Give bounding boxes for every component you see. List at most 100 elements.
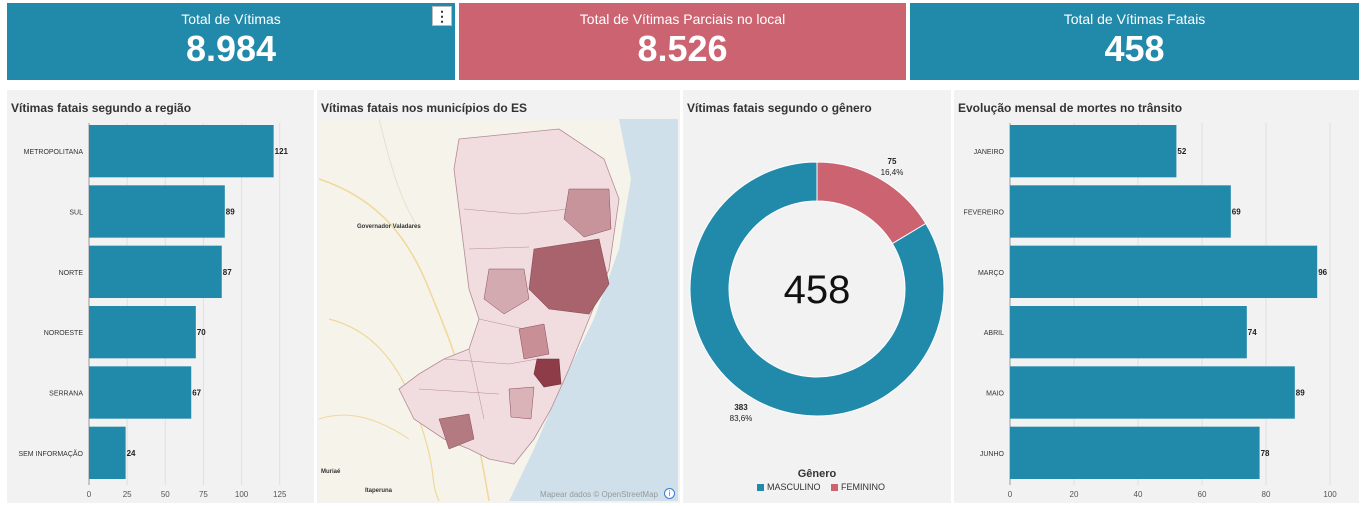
ocean-area bbox=[509, 119, 678, 501]
month-category-label: MARÇO bbox=[978, 270, 1005, 277]
info-icon[interactable]: i bbox=[664, 488, 675, 499]
kpi-fatal-victims-value: 458 bbox=[1104, 28, 1165, 69]
month-tick-label: 60 bbox=[1198, 490, 1207, 499]
legend-swatch-masculino bbox=[756, 484, 764, 492]
donut-percent-label: 16,4% bbox=[881, 168, 904, 177]
month-tick-label: 100 bbox=[1323, 490, 1337, 499]
municipality-boundary bbox=[418, 208, 570, 420]
gender-chart-title: Vítimas fatais segundo o gênero bbox=[687, 101, 872, 115]
region-category-label: NORTE bbox=[59, 270, 84, 277]
region-tick-label: 50 bbox=[161, 490, 170, 499]
kpi-partial-victims-value: 8.526 bbox=[637, 28, 728, 69]
month-tick-label: 40 bbox=[1134, 490, 1143, 499]
region-tick-label: 125 bbox=[273, 490, 287, 499]
municipality-sao-mateus bbox=[563, 188, 612, 238]
region-chart-panel: Vítimas fatais segundo a região 0 25 50 75 1… bbox=[7, 90, 314, 503]
municipality-map[interactable]: Governador Valadares Muriaé Itaperuna Ma… bbox=[319, 119, 678, 501]
month-category-label: FEVEREIRO bbox=[964, 210, 1005, 217]
region-tick-label: 0 bbox=[87, 490, 92, 499]
month-bar bbox=[1010, 245, 1318, 298]
legend-label-feminino[interactable]: FEMININO bbox=[841, 482, 886, 492]
donut-value-label: 75 bbox=[888, 157, 897, 166]
month-category-label: JUNHO bbox=[980, 451, 1005, 458]
month-bar bbox=[1010, 426, 1260, 479]
month-chart-panel: Evolução mensal de mortes no trânsito 0 2… bbox=[954, 90, 1359, 503]
gender-legend-title: Gênero bbox=[797, 468, 837, 480]
kpi-partial-victims: Total de Vítimas Parciais no local 8.526 bbox=[459, 3, 906, 80]
city-label: Governador Valadares bbox=[357, 224, 421, 230]
region-bar bbox=[89, 366, 192, 419]
municipality-guarapari bbox=[508, 386, 535, 420]
region-bar-chart: 0 25 50 75 100 125 METROPOLITANA 121 SUL 89 NORTE 8… bbox=[18, 123, 289, 499]
region-category-label: NOROESTE bbox=[44, 330, 84, 337]
donut-percent-label: 83,6% bbox=[730, 414, 753, 423]
region-category-label: SEM INFORMAÇÃO bbox=[18, 449, 83, 458]
kpi-fatal-victims: Total de Vítimas Fatais 458 bbox=[910, 3, 1359, 80]
region-bar bbox=[89, 245, 222, 298]
municipality-vitoria bbox=[533, 358, 562, 388]
month-category-label: JANEIRO bbox=[974, 149, 1005, 156]
month-category-label: MAIO bbox=[986, 391, 1004, 398]
month-tick-label: 20 bbox=[1070, 490, 1079, 499]
municipality-linhares bbox=[528, 238, 610, 315]
region-value-label: 67 bbox=[192, 389, 201, 398]
map-svg bbox=[319, 119, 678, 501]
gender-chart-panel: Vítimas fatais segundo o gênero 458 75 16,… bbox=[683, 90, 951, 503]
legend-swatch-feminino bbox=[831, 484, 839, 492]
region-value-label: 121 bbox=[275, 147, 289, 156]
kpi-fatal-victims-title: Total de Vítimas Fatais bbox=[1063, 11, 1206, 27]
region-category-label: SUL bbox=[69, 210, 83, 217]
region-value-label: 70 bbox=[197, 328, 206, 337]
municipality-cachoeiro bbox=[438, 413, 475, 450]
month-value-label: 78 bbox=[1261, 449, 1270, 458]
kpi-total-victims-title: Total de Vítimas bbox=[181, 11, 281, 27]
region-value-label: 89 bbox=[226, 208, 235, 217]
region-tick-label: 100 bbox=[235, 490, 249, 499]
more-options-icon[interactable]: ⋮ bbox=[432, 6, 452, 26]
donut-slice-feminino bbox=[816, 161, 927, 245]
month-value-label: 69 bbox=[1232, 208, 1241, 217]
region-bar bbox=[89, 426, 126, 479]
month-value-label: 74 bbox=[1248, 328, 1257, 337]
region-bar bbox=[89, 125, 274, 178]
donut-slice-masculino bbox=[689, 161, 945, 417]
region-tick-label: 75 bbox=[199, 490, 208, 499]
month-category-label: ABRIL bbox=[984, 330, 1004, 337]
month-value-label: 89 bbox=[1296, 389, 1305, 398]
month-bar-chart: 0 20 40 60 80 100 JANEIRO 52 FEVEREIRO 69 MARÇO 96 A… bbox=[964, 123, 1337, 499]
legend-label-masculino[interactable]: MASCULINO bbox=[766, 482, 821, 492]
city-label: Muriaé bbox=[321, 469, 341, 475]
month-bar bbox=[1010, 185, 1231, 238]
map-title: Vítimas fatais nos municípios do ES bbox=[321, 101, 528, 115]
donut-value-label: 383 bbox=[734, 403, 748, 412]
kpi-total-victims-value: 8.984 bbox=[185, 28, 277, 69]
region-bar bbox=[89, 185, 225, 238]
map-attribution: Mapear dados © OpenStreetMap bbox=[540, 490, 658, 499]
month-bar bbox=[1010, 306, 1247, 359]
municipality-serra bbox=[518, 323, 550, 360]
kpi-total-victims: Total de Vítimas 8.984 ⋮ bbox=[7, 3, 455, 80]
kpi-partial-victims-title: Total de Vítimas Parciais no local bbox=[579, 11, 786, 27]
region-category-label: METROPOLITANA bbox=[24, 149, 84, 156]
city-label: Itaperuna bbox=[365, 488, 393, 494]
region-value-label: 87 bbox=[223, 268, 232, 277]
month-value-label: 96 bbox=[1318, 268, 1327, 277]
region-value-label: 24 bbox=[127, 449, 136, 458]
region-category-label: SERRANA bbox=[49, 391, 83, 398]
month-bar bbox=[1010, 125, 1177, 178]
region-tick-label: 25 bbox=[123, 490, 132, 499]
road-line bbox=[378, 119, 420, 230]
month-value-label: 52 bbox=[1177, 147, 1186, 156]
gender-legend: MASCULINO FEMININO bbox=[683, 482, 951, 492]
month-tick-label: 80 bbox=[1262, 490, 1271, 499]
month-tick-label: 0 bbox=[1008, 490, 1013, 499]
region-bar bbox=[89, 306, 196, 359]
month-bar bbox=[1010, 366, 1295, 419]
month-chart-title: Evolução mensal de mortes no trânsito bbox=[958, 101, 1183, 115]
gender-donut-chart: 458 75 16,4% 383 83,6% bbox=[689, 157, 945, 423]
donut-center-total: 458 bbox=[784, 268, 851, 312]
region-chart-title: Vítimas fatais segundo a região bbox=[11, 101, 192, 115]
map-panel: Vítimas fatais nos municípios do ES Gove… bbox=[317, 90, 680, 503]
road-line bbox=[319, 414, 410, 440]
municipality-colatina bbox=[483, 268, 530, 315]
